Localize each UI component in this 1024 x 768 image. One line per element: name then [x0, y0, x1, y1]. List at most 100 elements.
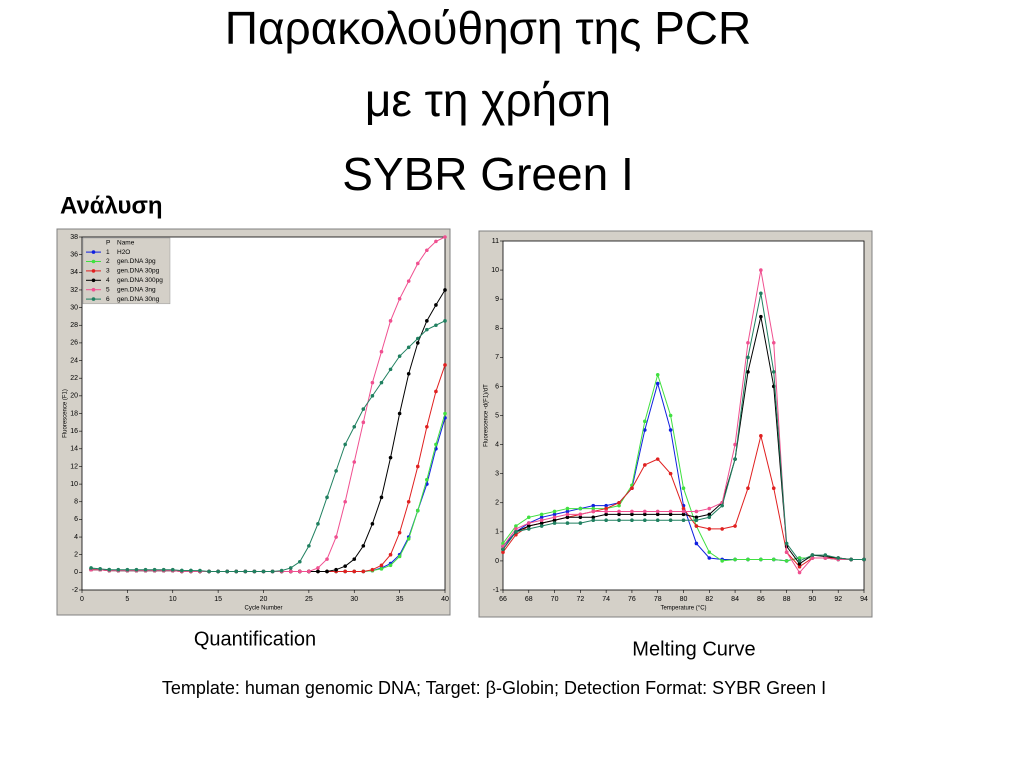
data-point — [189, 568, 193, 573]
legend-label: gen.DNA 3pg — [117, 258, 156, 265]
data-point — [759, 268, 763, 272]
data-point — [207, 569, 211, 574]
data-point — [288, 569, 293, 574]
legend-swatch — [91, 269, 96, 273]
y-tick-label: 10 — [491, 267, 499, 274]
y-tick-label: 18 — [70, 410, 78, 417]
data-point — [797, 564, 802, 569]
data-point — [565, 521, 570, 525]
data-point — [170, 567, 175, 572]
data-point — [604, 506, 608, 511]
data-point — [552, 515, 557, 520]
data-point — [784, 550, 789, 554]
data-point — [668, 512, 673, 517]
data-point — [361, 420, 366, 425]
data-point — [759, 557, 763, 562]
data-point — [681, 506, 686, 511]
y-axis-label: Fluorescence -d(F1)/dT — [484, 384, 490, 447]
data-point — [379, 495, 384, 500]
data-point — [125, 567, 130, 572]
data-point — [733, 457, 737, 461]
legend-label: gen.DNA 30pg — [117, 268, 160, 275]
data-point — [501, 547, 505, 552]
x-tick-label: 10 — [169, 596, 177, 603]
y-tick-label: 22 — [70, 375, 78, 382]
data-point — [707, 512, 712, 517]
x-tick-label: 70 — [551, 596, 559, 603]
data-point — [578, 512, 583, 517]
data-point — [216, 569, 220, 574]
data-point — [343, 564, 347, 568]
x-tick-label: 72 — [576, 596, 584, 603]
footer: Template: human genomic DNA; Target: β-G… — [162, 678, 826, 698]
title-line: με τη χρήση — [365, 74, 611, 126]
x-tick-label: 86 — [757, 596, 765, 603]
data-point — [352, 569, 357, 574]
data-point — [797, 562, 802, 566]
data-point — [406, 345, 411, 350]
data-point — [107, 567, 112, 572]
data-point — [243, 569, 248, 574]
y-tick-label: 30 — [70, 304, 78, 311]
y-tick-label: -1 — [493, 587, 499, 594]
data-point — [771, 370, 776, 374]
y-tick-label: 2 — [495, 500, 499, 507]
x-tick-label: 5 — [125, 596, 129, 603]
legend-label: gen.DNA 30ng — [117, 296, 160, 303]
legend-number: 5 — [106, 286, 110, 293]
data-point — [604, 503, 608, 508]
data-point — [746, 340, 750, 345]
data-point — [388, 319, 393, 323]
data-point — [681, 518, 686, 522]
data-point — [316, 569, 320, 574]
y-tick-label: 8 — [74, 499, 78, 506]
data-point — [630, 518, 634, 522]
legend-number: 4 — [106, 277, 110, 284]
data-point — [443, 235, 447, 239]
y-tick-label: -2 — [72, 587, 78, 594]
data-point — [694, 509, 699, 514]
data-point — [514, 527, 518, 531]
x-tick-label: 0 — [80, 596, 84, 603]
x-tick-label: 40 — [441, 596, 449, 603]
data-point — [694, 541, 699, 546]
data-point — [655, 381, 660, 386]
data-point — [771, 340, 776, 345]
data-point — [379, 563, 384, 568]
data-point — [425, 319, 429, 323]
data-point — [630, 512, 634, 517]
data-point — [733, 557, 737, 562]
data-point — [514, 530, 518, 534]
data-point — [352, 460, 357, 464]
data-point — [425, 477, 429, 482]
data-point — [591, 503, 596, 508]
data-point — [325, 569, 329, 574]
y-tick-label: 38 — [70, 234, 78, 241]
x-tick-label: 35 — [396, 596, 404, 603]
data-point — [746, 486, 750, 491]
data-point — [539, 512, 544, 517]
y-tick-label: 26 — [70, 340, 78, 347]
data-point — [397, 554, 402, 559]
data-point — [406, 371, 411, 376]
data-point — [655, 457, 660, 461]
data-point — [681, 509, 686, 514]
data-point — [539, 521, 544, 525]
data-point — [810, 556, 815, 560]
data-point — [578, 506, 583, 511]
data-point — [668, 428, 673, 432]
data-point — [823, 553, 828, 557]
data-point — [434, 239, 438, 244]
legend-label: H2O — [117, 249, 130, 256]
y-tick-label: 7 — [495, 354, 499, 361]
data-point — [298, 569, 302, 574]
data-point — [361, 544, 366, 548]
data-point — [325, 495, 329, 500]
data-point — [643, 419, 647, 424]
data-point — [591, 506, 596, 511]
legend-swatch — [91, 250, 96, 254]
y-tick-label: 28 — [70, 322, 78, 329]
legend-swatch — [91, 278, 96, 283]
data-point — [797, 570, 802, 575]
